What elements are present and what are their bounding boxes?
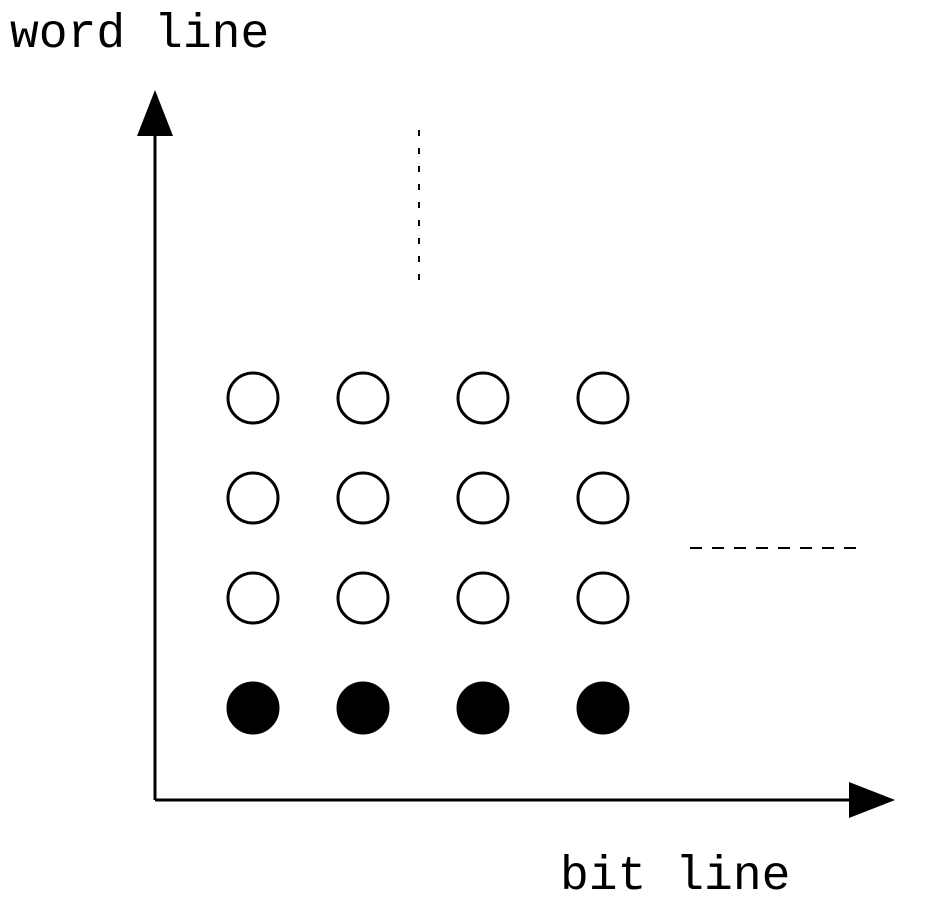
memory-cell-empty (228, 373, 278, 423)
diagram-svg (0, 0, 926, 907)
memory-cell-empty (338, 573, 388, 623)
memory-cell-filled (578, 683, 628, 733)
memory-array-diagram: word line bit line (0, 0, 926, 907)
memory-cell-filled (458, 683, 508, 733)
x-axis-label: bit line (560, 850, 790, 904)
memory-cell-empty (228, 473, 278, 523)
memory-cell-empty (578, 473, 628, 523)
y-axis-label: word line (10, 8, 269, 62)
memory-cell-empty (228, 573, 278, 623)
memory-cell-empty (458, 573, 508, 623)
memory-cell-empty (578, 573, 628, 623)
memory-cell-filled (338, 683, 388, 733)
memory-cell-filled (228, 683, 278, 733)
memory-cell-empty (338, 373, 388, 423)
memory-cell-empty (338, 473, 388, 523)
memory-cell-empty (458, 473, 508, 523)
memory-cell-empty (578, 373, 628, 423)
memory-cell-empty (458, 373, 508, 423)
